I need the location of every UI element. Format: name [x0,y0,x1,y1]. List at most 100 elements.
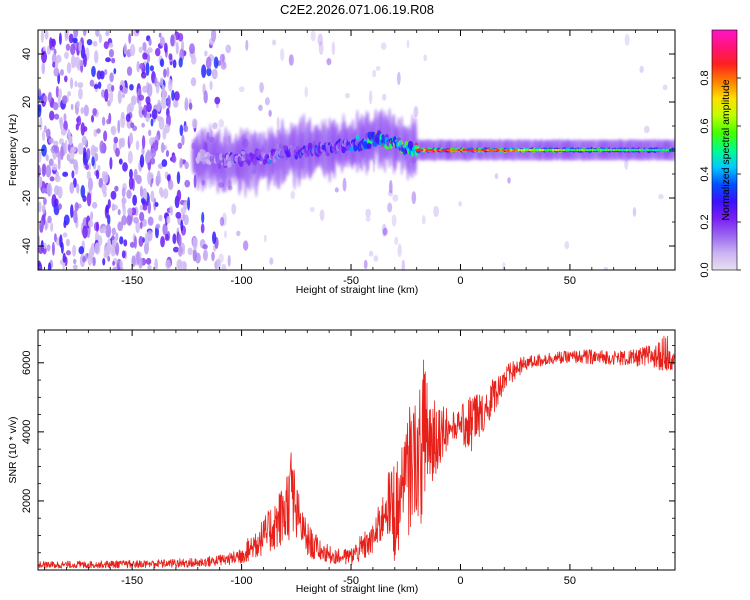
heatmap-cell [125,113,131,122]
heatmap-cell [57,151,61,165]
heatmap-cell [181,134,185,146]
heatmap-cell [200,223,205,234]
heatmap-cell [604,148,608,152]
heatmap-cell [64,51,69,60]
heatmap-cell [88,220,94,228]
heatmap-cell [44,125,47,133]
heatmap-cell [544,148,547,152]
heatmap-cell [101,183,107,194]
heatmap-cell [191,118,198,129]
heatmap-cell [599,148,602,152]
heatmap-cell [211,30,217,42]
heatmap-cell [365,216,371,222]
heatmap-cell [91,114,95,123]
heatmap-cell [557,148,560,152]
heatmap-cell [103,130,108,142]
heatmap-cell [90,211,94,221]
spectrogram-y-tick-label: 0 [21,147,33,153]
heatmap-cell [51,163,58,171]
heatmap-cell [60,128,67,136]
heatmap-cell [457,148,461,152]
heatmap-cell [664,148,668,152]
heatmap-cell [607,148,610,152]
heatmap-cell [53,198,59,206]
heatmap-cell [54,175,61,183]
heatmap-cell [42,163,47,176]
heatmap-cell [580,148,584,152]
heatmap-cell [307,142,313,150]
heatmap-cell [288,54,294,66]
heatmap-cell [173,91,180,101]
heatmap-cell [202,249,208,262]
heatmap-cell [65,250,71,256]
heatmap-cell [87,177,94,192]
heatmap-cell [177,245,183,257]
heatmap-cell [73,258,77,265]
heatmap-cell [135,140,140,151]
heatmap-cell [38,150,42,163]
heatmap-cell [101,116,106,126]
heatmap-cell [165,150,170,158]
heatmap-cell [113,68,117,75]
heatmap-cell [122,162,128,172]
heatmap-cell [226,160,232,168]
colorbar-axis: 0.0 0.2 0.4 0.6 0.8 [699,70,741,278]
heatmap-cell [391,214,397,227]
heatmap-cell [231,203,237,215]
heatmap-cell [150,147,157,158]
heatmap-cell [133,216,139,224]
heatmap-cell [638,148,642,152]
spectrogram-x-tick-label: 0 [457,275,463,287]
heatmap-cell [141,122,145,128]
snr-series-line [38,335,675,569]
heatmap-cell [83,126,88,132]
heatmap-cell [145,257,152,265]
heatmap-cell [96,128,101,134]
heatmap-cell [162,127,167,140]
heatmap-cell [141,198,147,207]
heatmap-cell [109,156,113,170]
heatmap-cell [147,47,153,54]
heatmap-cell [42,204,46,214]
heatmap-cell [105,30,110,37]
heatmap-cell [387,202,393,213]
heatmap-cell [643,125,650,134]
heatmap-cell [238,86,245,93]
heatmap-cell [530,148,534,152]
heatmap-cell [80,185,86,199]
heatmap-cell [147,83,153,98]
heatmap-cell [110,125,117,136]
heatmap-cell [381,93,387,101]
snr-x-label: Height of straight line (km) [296,583,419,595]
heatmap-cell [596,148,600,152]
heatmap-cell [278,143,283,149]
heatmap-cell [651,148,655,152]
heatmap-cell [397,71,401,86]
heatmap-cell [465,148,469,152]
heatmap-cell [59,234,63,248]
heatmap-cell [41,144,47,157]
heatmap-cell [140,71,147,79]
heatmap-cell [139,62,145,70]
heatmap-cell [71,170,75,179]
heatmap-cell [128,33,132,44]
heatmap-cell [146,102,152,113]
heatmap-cell [38,104,42,118]
colorbar: 0.0 0.2 0.4 0.6 0.8 Normalized spectral ampl… [699,29,741,278]
heatmap-cell [53,145,60,154]
heatmap-cell [64,75,68,83]
heatmap-cell [119,84,123,91]
heatmap-cell [411,191,417,205]
heatmap-cell [46,244,51,252]
heatmap-cell [504,148,508,152]
heatmap-cell [591,148,595,152]
heatmap-cell [221,153,225,159]
heatmap-cell [154,258,158,270]
heatmap-cell [658,193,664,200]
heatmap-cell [223,230,228,239]
heatmap-cell [169,205,174,216]
heatmap-cell [515,148,518,152]
heatmap-cell [158,116,165,130]
spectrogram-y-tick-label: 20 [21,96,33,108]
